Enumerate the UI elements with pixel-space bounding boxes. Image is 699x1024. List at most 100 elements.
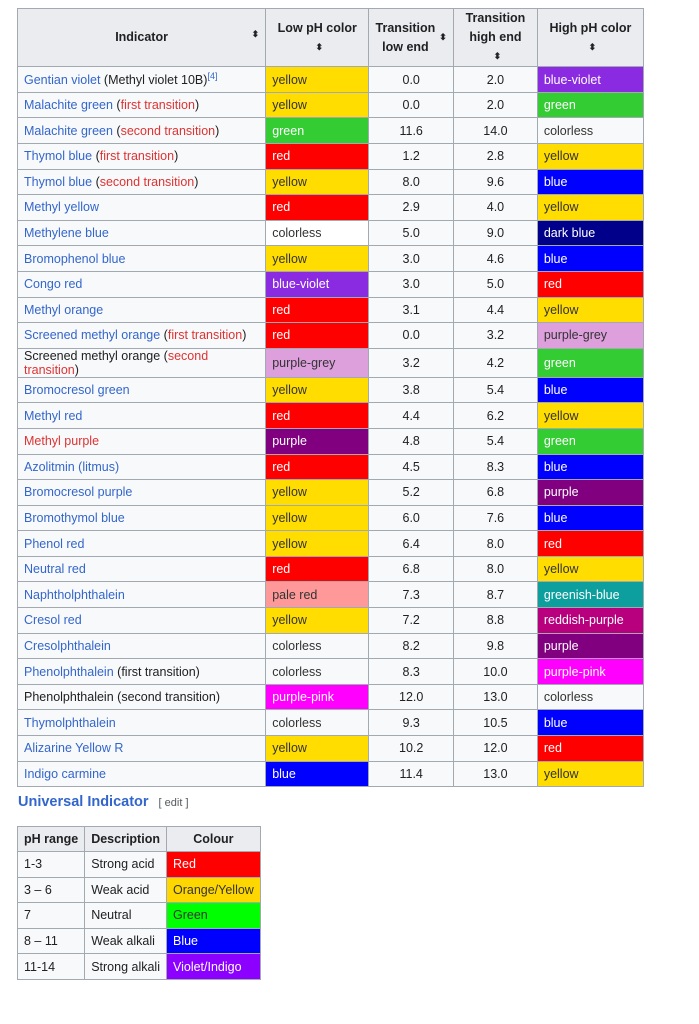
indicator-note[interactable]: second transition: [120, 123, 216, 138]
indicator-name[interactable]: Malachite green: [24, 123, 113, 138]
indicator-cell: Methyl yellow: [16, 194, 267, 221]
header-label-line: low end: [382, 39, 429, 54]
indicator-name[interactable]: Bromocresol green: [24, 383, 130, 398]
high-ph-color-cell: green: [536, 427, 645, 455]
description-cell: Strong alkali: [84, 953, 167, 980]
column-header-transition-low-end[interactable]: Transition low end ⬍: [368, 7, 455, 68]
indicator-name[interactable]: Methyl orange: [24, 302, 104, 317]
table-row: 3 – 6 Weak acid Orange/Yellow: [16, 876, 261, 904]
indicator-name[interactable]: Neutral red: [24, 562, 86, 577]
high-ph-color-cell: purple-pink: [536, 658, 645, 685]
indicator-name[interactable]: Thymol blue: [24, 174, 93, 189]
high-ph-color-cell: blue-violet: [536, 66, 645, 93]
indicator-name[interactable]: Malachite green: [24, 98, 113, 113]
indicator-name[interactable]: Methyl red: [24, 408, 83, 423]
indicator-name[interactable]: Cresol red: [24, 613, 82, 628]
indicator-name[interactable]: Thymolphthalein: [24, 715, 116, 730]
reference-link[interactable]: [4]: [207, 71, 218, 82]
low-ph-color-cell: colorless: [265, 658, 370, 685]
transition-high-cell: 5.0: [453, 270, 538, 298]
high-ph-color-cell: dark blue: [536, 219, 645, 247]
table-row: Bromophenol blue yellow 3.0 4.6 blue: [16, 245, 645, 272]
indicator-name[interactable]: Azolitmin (litmus): [24, 459, 120, 474]
indicator-cell: Methylene blue: [16, 219, 267, 247]
transition-low-cell: 8.0: [368, 168, 455, 196]
header-row: pH range Description Colour: [16, 826, 261, 852]
indicator-note[interactable]: second transition: [99, 174, 195, 189]
indicator-note[interactable]: first transition: [99, 149, 175, 164]
table-row: Indigo carmine blue 11.4 13.0 yellow: [16, 760, 645, 788]
edit-link[interactable]: [ edit ]: [158, 797, 189, 809]
header-row: Indicator ⬍ Low pH color ⬍ Transition low end…: [16, 7, 645, 68]
table-row: Cresolphthalein colorless 8.2 9.8 purple: [16, 632, 645, 660]
high-ph-color-cell: yellow: [536, 142, 645, 170]
indicator-name[interactable]: Congo red: [24, 277, 83, 292]
header-label-line: Transition: [375, 20, 436, 35]
sort-icon[interactable]: ⬍: [251, 29, 260, 39]
indicator-note[interactable]: first transition: [167, 328, 243, 343]
indicator-name[interactable]: Gentian violet: [24, 73, 101, 88]
sort-icon[interactable]: ⬍: [588, 41, 597, 52]
transition-low-cell: 3.0: [368, 245, 455, 272]
transition-low-cell: 12.0: [368, 683, 455, 711]
indicator-cell: Screened methyl orange (first transition…: [16, 322, 267, 349]
transition-low-cell: 3.0: [368, 270, 455, 298]
colour-cell: Violet/Indigo: [165, 953, 261, 980]
low-ph-color-cell: blue: [265, 760, 370, 788]
indicator-note[interactable]: second transition: [24, 348, 209, 377]
column-header-transition-high-end[interactable]: Transition high end ⬍: [453, 7, 538, 68]
table-row: Screened methyl orange (second transitio…: [16, 347, 645, 378]
indicator-name[interactable]: Bromothymol blue: [24, 511, 125, 525]
indicator-name[interactable]: Methylene blue: [24, 226, 109, 241]
ph-range-cell: 8 – 11: [16, 927, 86, 955]
sort-icon[interactable]: ⬍: [493, 51, 502, 62]
table-row: Phenolphthalein (first transition) colorl…: [16, 658, 645, 685]
indicator-name[interactable]: Thymol blue: [24, 149, 93, 164]
indicator-name[interactable]: Naphtholphthalein: [24, 587, 125, 602]
indicator-cell: Neutral red: [16, 555, 267, 583]
transition-low-cell: 11.4: [368, 760, 455, 788]
high-ph-color-cell: purple: [536, 479, 645, 506]
high-ph-color-cell: reddish-purple: [536, 607, 645, 634]
indicator-name[interactable]: Methyl purple: [24, 434, 100, 449]
indicator-name[interactable]: Phenolphthalein: [24, 664, 114, 679]
indicator-name[interactable]: Indigo carmine: [24, 766, 106, 781]
table-row: Phenolphthalein (second transition) purpl…: [16, 683, 645, 711]
table-row: Bromocresol purple yellow 5.2 6.8 purple: [16, 479, 645, 506]
transition-low-cell: 2.9: [368, 194, 455, 221]
table-row: 8 – 11 Weak alkali Blue: [16, 927, 261, 955]
transition-low-cell: 5.0: [368, 219, 455, 247]
column-header-indicator[interactable]: Indicator ⬍: [16, 7, 267, 68]
indicator-name[interactable]: Cresolphthalein: [24, 638, 111, 653]
table-row: Cresol red yellow 7.2 8.8 reddish-purple: [16, 607, 645, 634]
indicator-cell: Phenolphthalein (second transition): [16, 683, 267, 711]
table-row: Congo red blue-violet 3.0 5.0 red: [16, 270, 645, 298]
column-header-high-ph-color[interactable]: High pH color ⬍: [536, 7, 645, 68]
indicator-cell: Naphtholphthalein: [16, 581, 267, 609]
high-ph-color-cell: purple: [536, 632, 645, 660]
header-label: Transition high end: [466, 9, 526, 47]
indicator-name[interactable]: Alizarine Yellow R: [24, 741, 124, 756]
indicator-name: Phenolphthalein: [24, 690, 114, 705]
transition-high-cell: 5.4: [453, 427, 538, 455]
indicator-name[interactable]: Bromocresol purple: [24, 485, 133, 500]
table-row: Methyl red red 4.4 6.2 yellow: [16, 402, 645, 429]
indicator-name[interactable]: Screened methyl orange: [24, 328, 161, 343]
transition-low-cell: 7.2: [368, 607, 455, 634]
description-cell: Strong acid: [84, 851, 167, 878]
universal-indicator-heading: Universal Indicator [ edit ]: [18, 794, 189, 810]
high-ph-color-cell: purple-grey: [536, 322, 645, 349]
sort-icon[interactable]: ⬍: [315, 41, 324, 52]
column-header-low-ph-color[interactable]: Low pH color ⬍: [265, 7, 370, 68]
transition-high-cell: 4.2: [453, 347, 538, 378]
indicator-cell: Gentian violet (Methyl violet 10B)[4]: [16, 66, 267, 93]
low-ph-color-cell: colorless: [265, 709, 370, 737]
sort-icon[interactable]: ⬍: [439, 32, 447, 43]
transition-high-cell: 14.0: [453, 117, 538, 144]
indicator-name[interactable]: Methyl yellow: [24, 200, 100, 215]
transition-high-cell: 4.0: [453, 194, 538, 221]
indicator-note[interactable]: first transition: [120, 98, 195, 113]
table-row: Naphtholphthalein pale red 7.3 8.7 greenish-…: [16, 581, 645, 609]
indicator-name[interactable]: Bromophenol blue: [24, 251, 126, 266]
indicator-name[interactable]: Phenol red: [24, 536, 85, 551]
